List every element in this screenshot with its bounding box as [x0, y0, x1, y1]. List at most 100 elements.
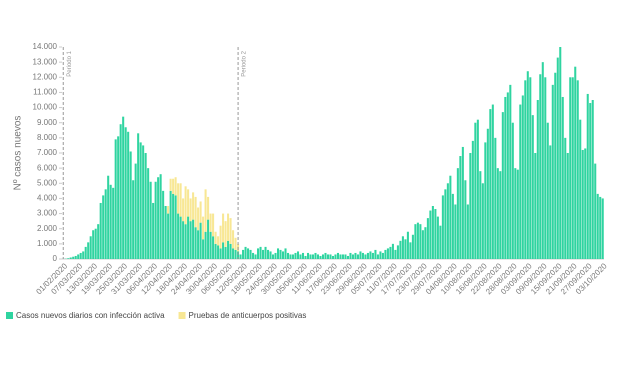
bar [589, 103, 592, 260]
bar [269, 251, 272, 259]
bar [197, 207, 200, 231]
bar [336, 252, 339, 259]
bar [299, 254, 302, 259]
bar [222, 213, 225, 243]
bar [386, 248, 389, 259]
bar [212, 236, 215, 259]
bar [376, 254, 379, 259]
bar [459, 156, 462, 259]
legend-swatch [178, 312, 186, 319]
bar [479, 171, 482, 259]
bar [274, 252, 277, 259]
bar [162, 190, 165, 259]
bar [346, 255, 349, 259]
bar [596, 193, 599, 259]
bar [451, 193, 454, 259]
legend-label: Casos nuevos diarios con infección activ… [16, 311, 165, 320]
bar [406, 231, 409, 259]
bar [356, 254, 359, 259]
bar [169, 178, 172, 191]
bar [544, 77, 547, 260]
bar [77, 254, 80, 259]
bar [511, 122, 514, 259]
bar [456, 168, 459, 259]
bar [431, 206, 434, 259]
bar [564, 137, 567, 259]
bar [416, 222, 419, 259]
bar [217, 245, 220, 259]
y-tick-label: 3.000 [37, 209, 58, 218]
bar [192, 219, 195, 259]
y-tick-label: 10.000 [33, 103, 58, 112]
bar [89, 236, 92, 259]
bar [142, 145, 145, 259]
bar [474, 122, 477, 259]
bar [586, 93, 589, 259]
bar [129, 151, 132, 259]
bar [391, 243, 394, 259]
bar [341, 254, 344, 259]
bar [304, 255, 307, 259]
bar [331, 255, 334, 259]
bar [122, 116, 125, 260]
bar [74, 255, 77, 259]
bar [204, 231, 207, 259]
bar [541, 62, 544, 260]
bar [234, 249, 237, 259]
bar [449, 175, 452, 259]
bar [209, 231, 212, 259]
bar [247, 248, 250, 259]
bar [381, 252, 384, 259]
bar [199, 222, 202, 259]
bar [349, 252, 352, 259]
bar [179, 183, 182, 217]
bar [599, 196, 602, 259]
bar [169, 190, 172, 259]
bar [209, 213, 212, 232]
bar [526, 71, 529, 259]
bar [344, 254, 347, 259]
bar [157, 177, 160, 259]
bar [409, 242, 412, 259]
bar [99, 202, 102, 259]
bar [254, 254, 257, 259]
legend-label: Pruebas de anticuerpos positivas [189, 311, 307, 320]
bar [132, 180, 135, 259]
bar [301, 252, 305, 259]
bar [117, 136, 120, 259]
bar [364, 254, 367, 259]
bar [237, 251, 240, 259]
bar [399, 240, 402, 259]
bar [199, 201, 202, 223]
bar [164, 206, 167, 259]
bar [574, 66, 577, 259]
y-axis-label: Nº casos nuevos [13, 116, 24, 191]
bar [82, 251, 85, 259]
y-tick-label: 2.000 [37, 224, 58, 233]
bar [554, 72, 557, 259]
y-tick-label: 12.000 [33, 72, 58, 81]
bar [434, 209, 437, 259]
bar [97, 224, 100, 259]
bar [389, 246, 392, 259]
bar [429, 210, 432, 259]
y-tick-label: 6.000 [37, 163, 58, 172]
y-tick-label: 14.000 [33, 42, 58, 51]
bar [192, 192, 195, 220]
bar [421, 230, 424, 259]
bar [229, 243, 232, 259]
bar [561, 96, 564, 259]
bar [426, 218, 429, 259]
bar [551, 84, 554, 259]
bar [306, 252, 310, 259]
bar [506, 92, 509, 259]
bar [536, 100, 539, 259]
bar [296, 251, 300, 259]
bar [102, 195, 105, 259]
bar [501, 112, 504, 259]
bar [277, 248, 280, 259]
bar [289, 254, 292, 259]
bar [107, 175, 110, 259]
bar [227, 240, 230, 259]
bar [244, 246, 247, 259]
